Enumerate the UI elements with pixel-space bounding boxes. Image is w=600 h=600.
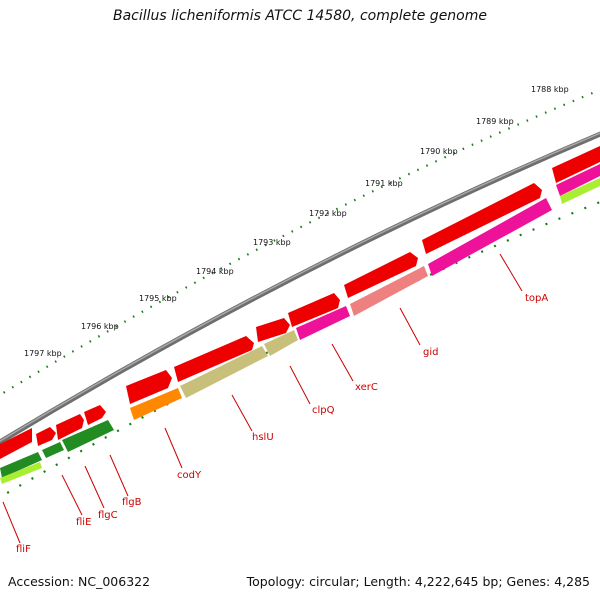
gene-arrow <box>256 318 290 342</box>
gene-arrow <box>344 252 418 298</box>
scale-dots <box>0 90 596 397</box>
gene-arrow <box>422 183 542 254</box>
gene-fliE <box>42 442 64 458</box>
map-title: Bacillus licheniformis ATCC 14580, compl… <box>113 8 487 24</box>
gene-xerC <box>296 306 350 340</box>
gene-label-codY: codY <box>177 470 202 481</box>
gene-leader-line <box>164 427 183 469</box>
gene-hslU <box>180 346 268 398</box>
gene-label-hslU: hslU <box>252 432 274 443</box>
scale-label: 1788 kbp <box>531 85 569 94</box>
gene-fliF <box>0 452 42 478</box>
gene-fliF-light <box>0 462 42 484</box>
gene-topA <box>428 198 552 276</box>
gene-flg <box>62 420 114 452</box>
gene-leader-line <box>289 365 311 405</box>
gene-right-light <box>560 178 600 204</box>
gene-labels: topA gid xerC clpQ hslU codY flgB flgC fliE fliF <box>16 293 548 555</box>
gene-label-flgC: flgC <box>98 510 118 521</box>
forward-genes <box>0 146 600 459</box>
scale-label: 1789 kbp <box>476 117 514 126</box>
scale-label: 1796 kbp <box>81 322 119 331</box>
scale-label: 1797 kbp <box>24 349 62 358</box>
gene-gid <box>350 266 428 316</box>
gene-label-clpQ: clpQ <box>312 405 335 416</box>
gene-label-flgB: flgB <box>122 497 142 508</box>
reverse-genes <box>0 164 600 484</box>
scale-label: 1795 kbp <box>139 294 177 303</box>
gene-leader-line <box>84 465 105 509</box>
gene-label-topA: topA <box>525 293 548 304</box>
gene-arrow <box>36 427 56 446</box>
gene-label-fliE: fliE <box>76 517 91 528</box>
gene-leader-line <box>499 253 523 292</box>
topology-summary: Topology: circular; Length: 4,222,645 bp… <box>246 574 590 589</box>
inner-ticks <box>0 200 600 499</box>
gene-arrow <box>56 414 84 440</box>
scale-label: 1792 kbp <box>309 209 347 218</box>
backbone-arc-highlight <box>0 132 600 442</box>
gene-leader-line <box>61 474 83 516</box>
scale-label: 1790 kbp <box>420 147 458 156</box>
gene-block <box>0 428 32 459</box>
gene-leader-line <box>231 394 253 432</box>
gene-leader-line <box>109 454 129 497</box>
gene-label-fliF: fliF <box>16 544 31 555</box>
gene-leader-line <box>331 343 354 382</box>
gene-label-gid: gid <box>423 347 438 358</box>
gene-leaders <box>2 253 523 544</box>
gene-leader-line <box>2 501 21 544</box>
gene-codY <box>130 388 182 420</box>
scale-labels: 1788 kbp 1789 kbp 1790 kbp 1791 kbp 1792 kbp… <box>24 85 569 358</box>
gene-arrow <box>84 405 106 425</box>
gene-arrow <box>174 336 254 382</box>
scale-label: 1793 kbp <box>253 238 291 247</box>
gene-leader-line <box>399 307 421 346</box>
gene-right-pink <box>556 164 600 196</box>
scale-label: 1794 kbp <box>196 267 234 276</box>
accession-text: Accession: NC_006322 <box>8 574 151 589</box>
gene-clpQ <box>264 330 298 356</box>
gene-arrow <box>288 293 340 327</box>
scale-label: 1791 kbp <box>365 179 403 188</box>
gene-label-xerC: xerC <box>355 382 378 393</box>
gene-arrow <box>126 370 172 404</box>
gene-arrow <box>552 146 600 183</box>
backbone-arc <box>0 131 600 445</box>
